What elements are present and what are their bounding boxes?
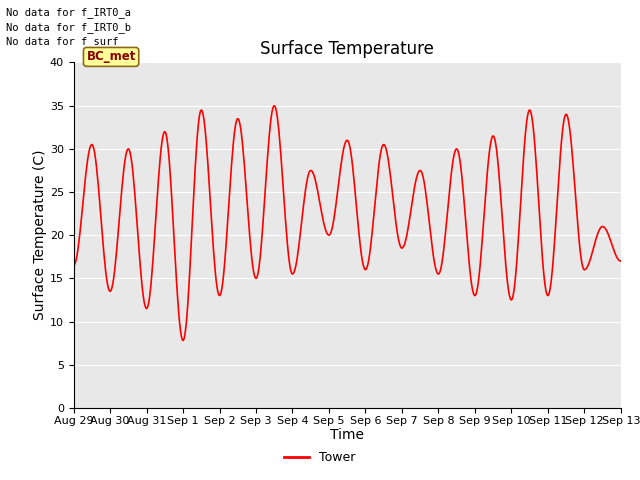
Text: BC_met: BC_met xyxy=(86,50,136,63)
X-axis label: Time: Time xyxy=(330,429,364,443)
Text: No data for f_IRT0_a: No data for f_IRT0_a xyxy=(6,7,131,18)
Y-axis label: Surface Temperature (C): Surface Temperature (C) xyxy=(33,150,47,321)
Legend: Tower: Tower xyxy=(279,446,361,469)
Text: No data for f_IRT0_b: No data for f_IRT0_b xyxy=(6,22,131,33)
Text: No data for f_surf: No data for f_surf xyxy=(6,36,119,47)
Title: Surface Temperature: Surface Temperature xyxy=(260,40,434,58)
